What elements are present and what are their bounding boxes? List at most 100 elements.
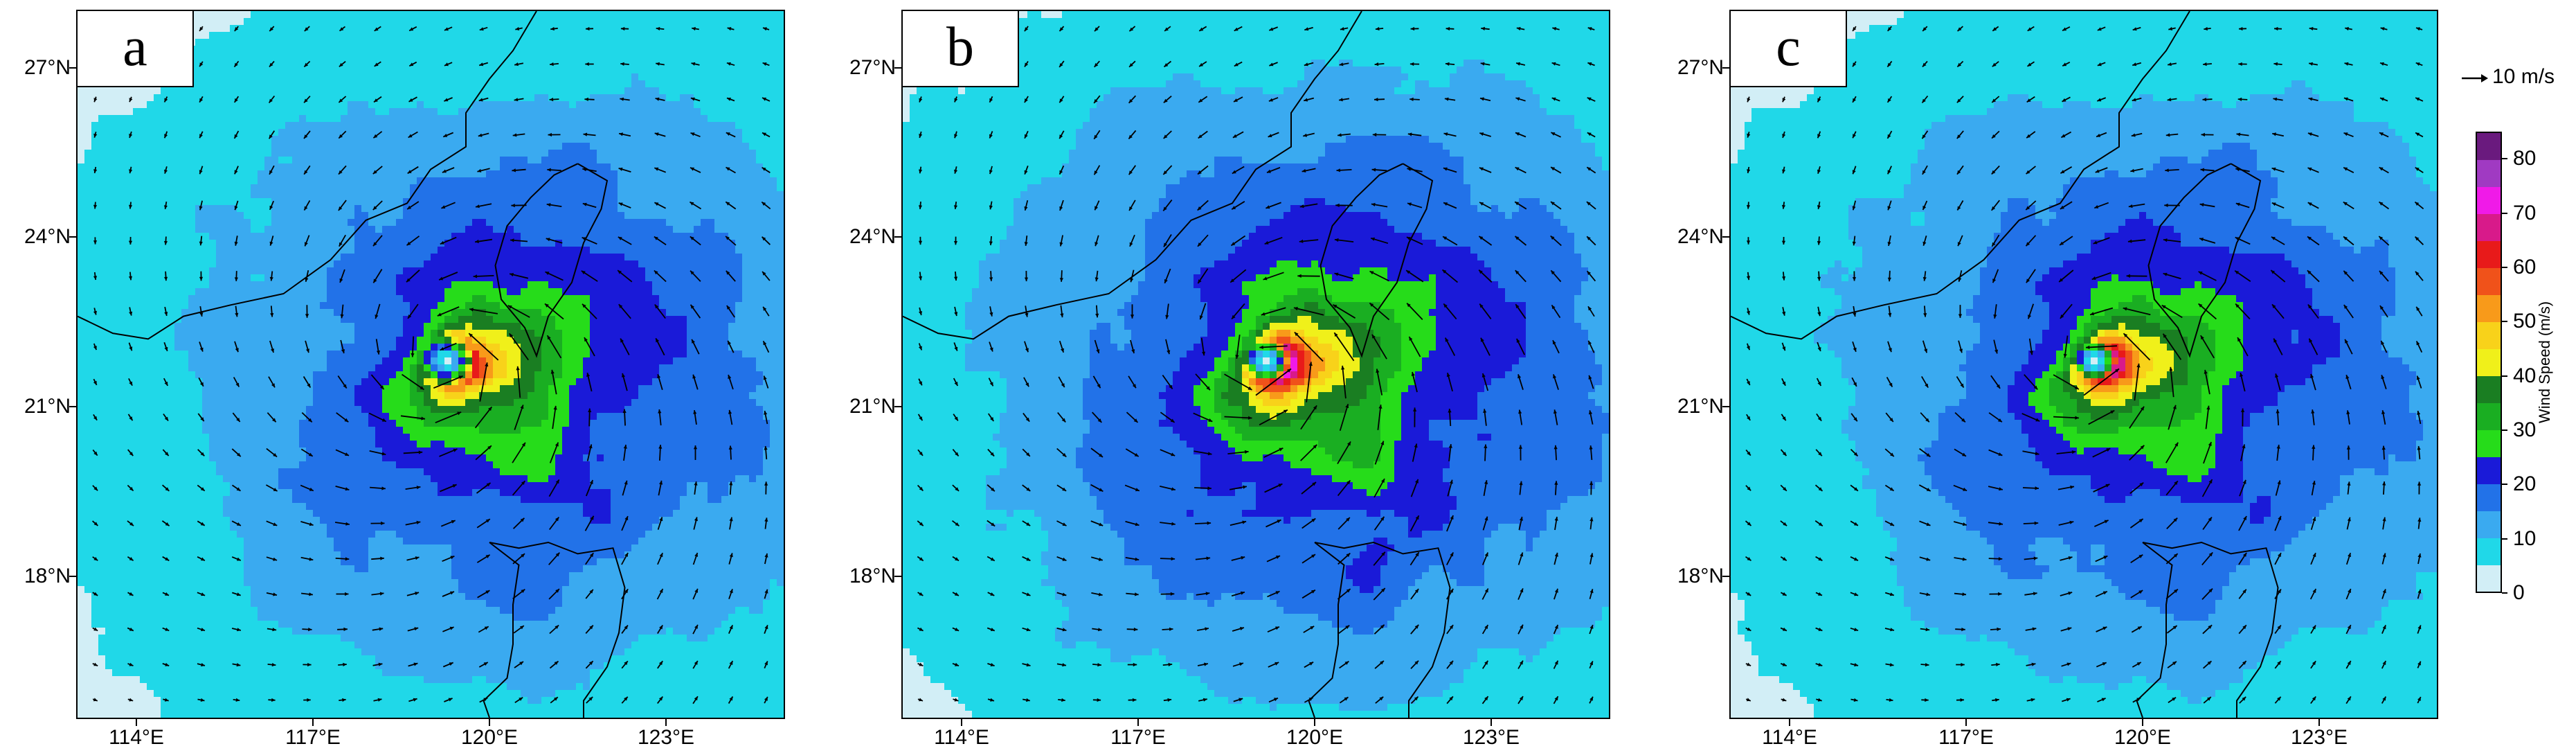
wind-vector-head xyxy=(1889,418,1893,422)
wind-vector-head xyxy=(694,696,698,701)
wind-vector-head xyxy=(919,452,923,456)
wind-vector-head xyxy=(2277,589,2281,594)
wind-vector-head xyxy=(2028,315,2032,319)
wind-vector-head xyxy=(271,348,274,353)
wind-vector-head xyxy=(2345,375,2350,380)
wind-vector-head xyxy=(416,520,421,524)
wind-vector-head xyxy=(512,168,516,172)
wind-vector-head xyxy=(345,452,349,456)
wind-vector-head xyxy=(1817,347,1821,351)
wind-vector-head xyxy=(2277,696,2281,701)
wind-vector-head xyxy=(1517,374,1522,379)
wind-vector-head xyxy=(1062,663,1066,667)
wind-vector-head xyxy=(1956,98,1961,103)
wind-vector-head xyxy=(200,452,205,457)
wind-vector-head xyxy=(373,134,378,139)
wind-vector-head xyxy=(415,592,420,596)
wind-vector-head xyxy=(1553,445,1558,450)
wind-vector-head xyxy=(93,204,98,209)
wind-vector-head xyxy=(2271,202,2276,206)
wind-vector-head xyxy=(2379,202,2384,206)
wind-vector-head xyxy=(1059,170,1063,175)
wind-vector-head xyxy=(954,592,959,596)
wind-vector-head xyxy=(1234,27,1239,31)
wind-vector-head xyxy=(919,346,922,351)
wind-vector-head xyxy=(237,452,241,457)
wind-vector-head xyxy=(2172,405,2177,409)
wind-vector-head xyxy=(1407,167,1412,171)
wind-vector-head xyxy=(1853,382,1857,387)
wind-vector-head xyxy=(692,339,695,344)
wind-vector-head xyxy=(1747,98,1751,103)
wind-vector-head xyxy=(93,169,98,173)
wind-vector-head xyxy=(728,375,732,379)
wind-vector-head xyxy=(1026,522,1031,526)
wind-vector-head xyxy=(374,27,379,31)
wind-vector-head xyxy=(589,553,594,558)
wind-vector-head xyxy=(1163,206,1167,211)
wind-vector-head xyxy=(478,133,483,137)
wind-vector-head xyxy=(2417,625,2422,630)
wind-vector-head xyxy=(1518,409,1522,414)
wind-vector-head xyxy=(585,62,589,67)
wind-vector-head xyxy=(1888,312,1892,317)
wind-vector-head xyxy=(477,168,482,172)
wind-vector xyxy=(1224,416,1252,419)
wind-vector-head xyxy=(2136,363,2141,368)
wind-vector-head xyxy=(955,522,960,526)
wind-vector-head xyxy=(1515,132,1520,136)
wind-vector-head xyxy=(1589,625,1594,629)
wind-vector-head xyxy=(1551,305,1556,310)
wind-vector-head xyxy=(764,661,768,666)
lon-tick xyxy=(665,719,667,726)
wind-vector-head xyxy=(1450,588,1454,593)
wind-vector-head xyxy=(1925,698,1929,702)
wind-vector-head xyxy=(1167,698,1172,702)
wind-vector-head xyxy=(1095,277,1099,282)
wind-vector-head xyxy=(655,97,660,101)
wind-vector xyxy=(437,306,460,317)
wind-vector-head xyxy=(2105,484,2110,488)
lat-tick xyxy=(894,236,901,238)
wind-vector-head xyxy=(2199,203,2204,207)
wind-vector-head xyxy=(1962,452,1966,457)
wind-vector-head xyxy=(555,552,560,557)
wind-vector-head xyxy=(1782,416,1786,421)
wind-vector-head xyxy=(1414,696,1418,701)
wind-vector-head xyxy=(2063,353,2067,358)
colorbar-segment xyxy=(2477,213,2501,242)
wind-vector-head xyxy=(919,416,923,421)
wind-vector-head xyxy=(1025,417,1030,422)
wind-vector xyxy=(468,333,499,361)
wind-vector-head xyxy=(1098,628,1102,632)
colorbar-segment xyxy=(2477,133,2501,161)
wind-vector-head xyxy=(1268,98,1273,102)
wind-vector-head xyxy=(1310,590,1315,594)
wind-vector-head xyxy=(1333,304,1337,308)
wind-vector-head xyxy=(656,62,660,66)
wind-vector-head xyxy=(2242,696,2246,701)
wind-vector-head xyxy=(415,556,420,560)
wind-vector-head xyxy=(451,520,456,524)
wind-vector-head xyxy=(1887,170,1891,175)
wind-vector-head xyxy=(588,697,593,701)
wind-vector-head xyxy=(2060,205,2064,209)
wind-vector-head xyxy=(450,591,454,595)
wind-vector-head xyxy=(1747,451,1751,456)
wind-vector-head xyxy=(129,662,134,666)
wind-vector-head xyxy=(2343,305,2348,309)
wind-vector-head xyxy=(762,167,766,171)
wind-vector-head xyxy=(1999,522,2003,526)
wind-vector-head xyxy=(1781,240,1786,245)
wind-vector-head xyxy=(1782,627,1787,631)
wind-vector-head xyxy=(1380,660,1384,665)
wind-vector-head xyxy=(1991,170,1996,175)
wind-vector-head xyxy=(2137,626,2142,630)
wind-vector-head xyxy=(2102,626,2107,630)
wind-vector-head xyxy=(2382,661,2386,665)
wind-vector-head xyxy=(2417,697,2421,701)
wind-vector-head xyxy=(1782,346,1786,351)
wind-vector-head xyxy=(236,418,240,422)
wind-vector xyxy=(2204,369,2210,395)
wind-vector-head xyxy=(2347,625,2351,630)
